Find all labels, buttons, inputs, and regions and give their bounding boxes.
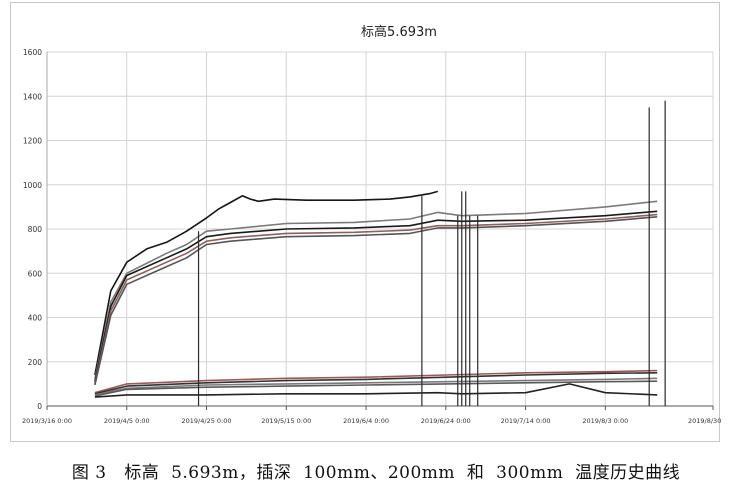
y-tick-label: 1400 bbox=[23, 92, 42, 101]
figure-caption: 图 3 标高 5.693m，插深 100mm、200mm 和 300mm 温度历… bbox=[71, 463, 681, 483]
grid bbox=[46, 51, 714, 407]
temperature-history-chart: 标高5.693m 0 200 400 600 800 1000 1200 1400 1600 20… bbox=[22, 24, 721, 425]
x-tick-label: 2019/4/25 0:00 bbox=[182, 417, 232, 425]
y-tick-label: 1000 bbox=[23, 181, 42, 190]
x-tick-label: 2019/5/15 0:00 bbox=[261, 417, 311, 425]
axes: 0 200 400 600 800 1000 1200 1400 1600 2019/3/16 0… bbox=[22, 48, 721, 425]
series-line-7 bbox=[94, 372, 658, 395]
series-line-6 bbox=[94, 369, 658, 394]
y-tick-label: 400 bbox=[28, 314, 43, 323]
vertical-spikes bbox=[197, 100, 666, 406]
series-line-8 bbox=[94, 377, 658, 396]
y-tick-label: 200 bbox=[28, 358, 43, 367]
series-line-3 bbox=[94, 210, 658, 382]
y-tick-label: 1200 bbox=[23, 137, 42, 146]
series-line-5 bbox=[94, 216, 658, 386]
series-line-1 bbox=[94, 190, 439, 376]
x-tick-label: 2019/6/24 0:00 bbox=[421, 417, 471, 425]
y-tick-label: 0 bbox=[37, 402, 42, 411]
x-tick-label: 2019/8/3 0:00 bbox=[582, 417, 628, 425]
x-tick-label: 2019/3/16 0:00 bbox=[22, 417, 72, 425]
x-tick-label: 2019/7/14 0:00 bbox=[501, 417, 551, 425]
chart-frame: 标高5.693m 0 200 400 600 800 1000 1200 1400 1600 20… bbox=[10, 2, 721, 442]
x-tick-label: 2019/8/30 0:00 bbox=[688, 417, 721, 425]
x-tick-label: 2019/4/5 0:00 bbox=[104, 417, 150, 425]
y-tick-label: 1600 bbox=[23, 48, 42, 57]
series-layer bbox=[94, 190, 658, 398]
x-tick-label: 2019/6/4 0:00 bbox=[343, 417, 389, 425]
chart-title: 标高5.693m bbox=[361, 24, 437, 40]
series-line-4 bbox=[94, 213, 658, 385]
series-line-9 bbox=[94, 380, 658, 397]
series-line-2 bbox=[94, 200, 658, 380]
y-tick-label: 800 bbox=[28, 225, 43, 234]
series-line-10 bbox=[94, 383, 658, 398]
y-tick-label: 600 bbox=[28, 269, 43, 278]
